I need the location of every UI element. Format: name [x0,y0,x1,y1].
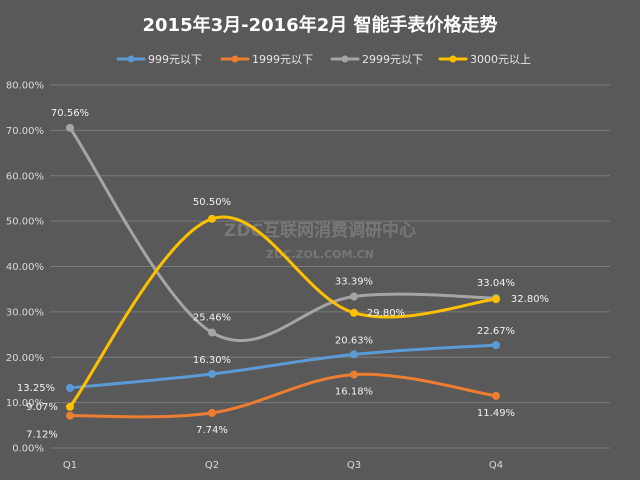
data-point [208,328,216,337]
series-line [68,126,497,343]
watermark-url: ZDC.ZOL.COM.CN [266,248,374,261]
data-label: 7.74% [196,425,228,436]
legend-label: 1999元以下 [252,53,313,66]
y-tick-label: 60.00% [6,171,44,182]
data-label: 29.80% [367,308,405,319]
legend-swatch-marker [341,55,349,63]
watermark: ZDC互联网消费调研中心 ZDC.ZOL.COM.CN [224,220,416,261]
legend-item: 3000元以上 [438,53,531,66]
watermark-text: ZDC互联网消费调研中心 [224,220,416,241]
y-tick-label: 0.00% [12,444,44,455]
data-label: 33.39% [335,276,373,287]
x-tick-label: Q3 [347,460,361,471]
data-label: 7.12% [26,430,58,441]
data-point [350,308,358,317]
y-axis: 0.00% 10.00% 20.00% 30.00% 40.00% 50.00% 60.00… [6,81,44,455]
x-tick-label: Q4 [489,460,503,471]
data-label: 11.49% [477,408,515,419]
data-point [66,383,74,392]
y-tick-label: 10.00% [6,398,44,409]
legend: 999元以下 1999元以下 2999元以下 3000元以上 [116,53,531,66]
chart-title: 2015年3月-2016年2月 智能手表价格走势 [143,14,498,36]
series-line [68,215,497,408]
series-line [69,372,497,419]
legend-item: 2999元以下 [330,53,423,66]
x-tick-label: Q1 [63,460,77,471]
x-axis: Q1 Q2 Q3 Q4 [63,460,503,471]
data-label: 20.63% [335,335,373,346]
data-point [208,214,216,223]
data-point [492,341,500,350]
legend-label: 2999元以下 [362,53,423,66]
y-tick-label: 30.00% [6,307,44,318]
legend-label: 3000元以上 [470,53,531,66]
legend-label: 999元以下 [148,53,202,66]
legend-swatch-marker [127,55,135,63]
data-point [66,402,74,411]
legend-swatch-marker [449,55,457,63]
data-label: 50.50% [193,197,231,208]
gridlines [50,84,610,449]
data-point [350,292,358,301]
data-label: 9.07% [26,402,58,413]
data-point [492,391,500,400]
data-point [208,370,216,379]
data-label: 25.46% [193,312,231,323]
data-point [208,408,216,417]
data-labels: 13.25% 16.30% 20.63% 22.67% 7.12% 7.74% 16.18%… [17,108,549,441]
legend-item: 1999元以下 [220,53,313,66]
data-label: 16.30% [193,355,231,366]
x-tick-label: Q2 [205,460,219,471]
series-group [66,123,500,420]
y-tick-label: 40.00% [6,262,44,273]
data-point [66,123,74,132]
data-label: 33.04% [477,278,515,289]
data-point [492,295,500,304]
data-label: 22.67% [477,326,515,337]
series-line [69,343,497,390]
y-tick-label: 80.00% [6,81,44,92]
data-label: 32.80% [511,294,549,305]
legend-swatch-marker [231,55,239,63]
data-point [350,350,358,359]
data-label: 70.56% [51,108,89,119]
data-point [66,411,74,420]
y-tick-label: 20.00% [6,353,44,364]
legend-item: 999元以下 [116,53,202,66]
data-label: 13.25% [17,383,55,394]
data-point [350,370,358,379]
y-tick-label: 50.00% [6,217,44,228]
data-label: 16.18% [335,387,373,398]
y-tick-label: 70.00% [6,126,44,137]
